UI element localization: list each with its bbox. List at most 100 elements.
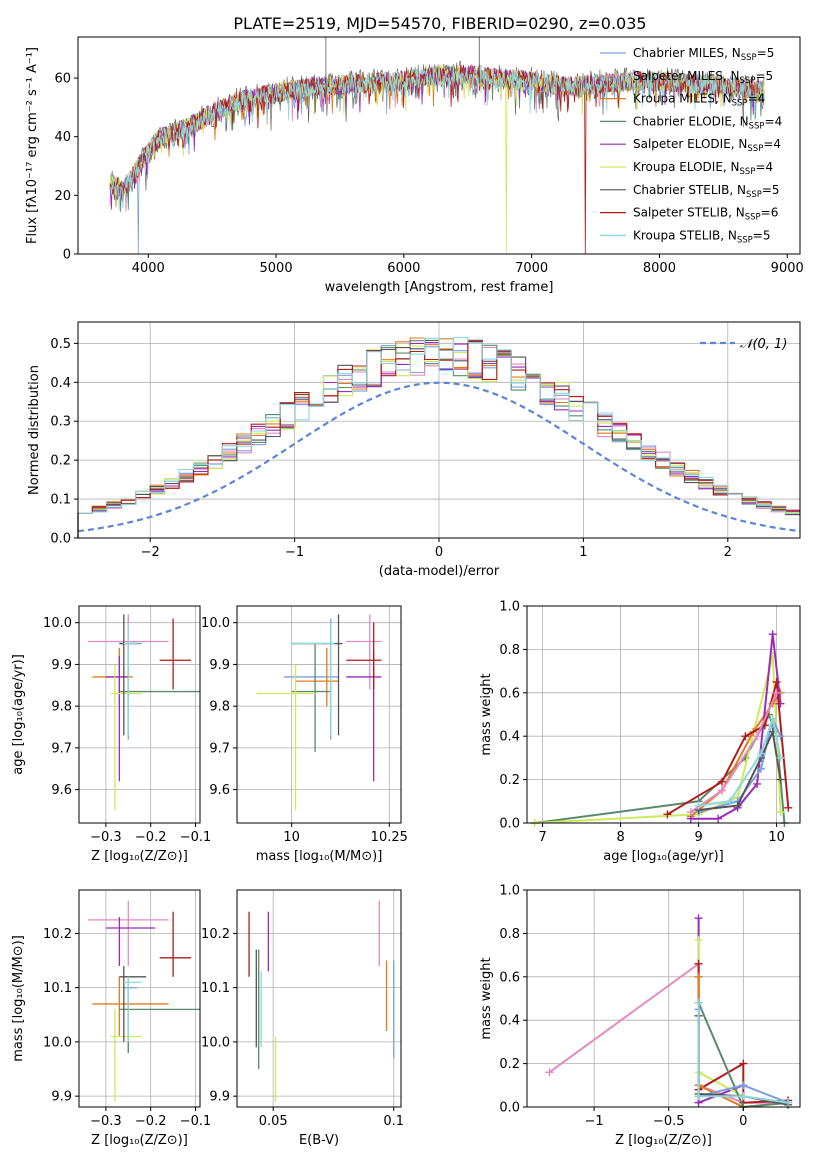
x-tick-label: 1 [579,545,587,560]
y-axis-label: Normed distribution [27,365,42,495]
legend-subscript: SSP [746,190,762,200]
legend-text: Kroupa MILES, N [633,92,732,106]
x-axis-label: E(B-V) [299,1133,339,1148]
weight-marker-kroupa_stelib [776,753,785,762]
panel-age_vs_Z: −0.3 −0.2 −0.1 9.6 9.7 9.8 9.9 10.0 Z [log₁₀(Z/Z… [11,605,212,864]
x-axis-label: mass [log₁₀(M/M⊙)] [256,849,383,864]
axes-frame [78,605,201,824]
legend-subscript: SSP [732,99,748,109]
weight-line-salpeter_elodie [690,634,782,820]
weight-line-chabrier_elodie [534,712,786,824]
legend-subscript: SSP [740,76,756,86]
legend-text: =4 [755,160,773,174]
axes-frame [77,36,801,255]
y-tick-label: 0.0 [50,532,71,547]
y-tick-label: 20 [54,189,71,204]
x-tick-label: −0.1 [180,1114,212,1129]
x-axis-label: Z [log₁₀(Z/Z⊙)] [91,1133,188,1148]
y-tick-label: 0.8 [499,927,520,942]
weight-marker-salpeter_elodie [714,814,723,823]
x-axis-label: (data-model)/error [379,564,500,579]
weight-marker-salpeter_stelib [741,732,750,741]
weight-marker-kroupa_elodie [776,808,785,817]
x-tick-label: 0 [739,1114,747,1129]
weight-marker-kroupa_stelib [725,797,734,806]
x-tick-label: 8000 [643,261,676,276]
legend-text: Kroupa ELODIE, N [633,160,740,174]
legend-subscript: SSP [741,53,757,63]
weight-marker-salpeter_stelib [718,777,726,786]
y-tick-label: 0.4 [499,730,520,745]
weight-line-salpeter_miles [690,692,778,813]
y-tick-label: 10.1 [43,981,72,996]
x-tick-label: 9000 [771,261,804,276]
axes-frame [526,889,801,1108]
y-tick-label: 0.8 [499,643,520,658]
plot-area [87,614,200,811]
y-axis-label: Flux [fλ10⁻¹⁷ erg cm⁻² s⁻¹ A⁻¹] [25,47,40,244]
panel-age_vs_mass: 10 10.25 9.6 9.7 9.8 9.9 10.0 mass [log₁₀(M/M⊙)… [201,605,408,864]
panel-mass_vs_Z: −0.3 −0.2 −0.1 9.9 10.0 10.1 10.2 Z [log₁₀(Z/Z⊙… [11,889,212,1148]
x-tick-label: −0.3 [90,1114,122,1129]
legend-text: =5 [753,228,771,242]
x-tick-label: 8 [616,830,624,845]
legend-subscript: SSP [749,121,765,131]
x-axis-label: age [log₁₀(age/yr)] [603,849,724,864]
axes-frame [77,321,801,539]
x-tick-label: −1 [285,545,304,560]
legend-text: Chabrier MILES, N [633,46,741,60]
y-tick-label: 0 [63,248,71,263]
weight-marker-kroupa_miles [694,972,703,981]
y-tick-label: 0.2 [50,454,71,469]
weight-marker-salpeter_stelib [772,677,781,686]
weight-marker-salpeter_elodie [768,630,777,639]
panel-residuals: −2 −1 0 1 2 0.0 0.1 0.2 0.3 0.4 0.5 (data-model)/er… [27,321,801,579]
y-tick-label: 10.2 [43,927,72,942]
y-tick-label: 9.7 [51,741,72,756]
x-tick-label: 10 [768,830,785,845]
y-tick-label: 10.1 [201,981,230,996]
weight-marker-chabrier_miles [739,1081,748,1090]
y-tick-label: 10.0 [201,1035,230,1050]
legend-entry: Salpeter STELIB, NSSP=6 [633,206,778,223]
weight-line-kroupa_stelib [697,1002,789,1104]
y-tick-label: 1.0 [499,600,520,615]
legend-text: Salpeter MILES, N [633,69,740,83]
panel-weight_vs_Z: −1 −0.5 0 0.0 0.2 0.4 0.6 0.8 1.0 Z [log₁₀(Z/Z⊙)]… [479,884,801,1148]
panel-spectrum: 4000 5000 6000 7000 8000 9000 0 20 40 60 wavelengt… [25,36,804,295]
legend-text: =5 [755,69,773,83]
y-tick-label: 10.0 [43,616,72,631]
weight-marker-salpeter_stelib [784,803,793,812]
weight-marker-kroupa_stelib [768,714,777,723]
plot-area [77,337,801,538]
y-axis-label: mass [log₁₀(M/M⊙)] [11,935,26,1062]
y-tick-label: 9.8 [209,700,230,715]
legend-text: Chabrier ELODIE, N [633,114,749,128]
legend-text: =4 [748,92,766,106]
spectrum-line-kroupa_stelib [109,65,765,211]
y-tick-label: 40 [54,130,71,145]
legend-text: Salpeter STELIB, N [633,206,745,220]
weight-marker-salpeter_miles [686,808,695,817]
weight-marker-salpeter_miles [753,732,762,741]
plot-area [248,900,395,1102]
axes-frame [236,889,402,1108]
legend-subscript: SSP [737,235,753,245]
x-tick-label: −0.1 [180,830,212,845]
legend-subscript: SSP [740,167,756,177]
y-tick-label: 9.9 [51,1090,72,1105]
x-tick-label: 7000 [515,261,548,276]
x-tick-label: −0.2 [135,1114,167,1129]
y-tick-label: 0.4 [50,376,71,391]
legend-entry: Chabrier STELIB, NSSP=5 [633,183,780,200]
legend-text: Chabrier STELIB, N [633,183,746,197]
weight-line-salpeter_stelib [666,681,790,816]
weight-marker-kroupa_stelib [784,1098,793,1107]
x-tick-label: 9 [694,830,702,845]
legend-entry: Salpeter MILES, NSSP=5 [633,69,773,86]
weight-marker-salpeter_stelib [694,959,703,968]
weight-marker-salpeter_elodie [694,914,703,923]
weight-marker-chabrier_miles [757,764,765,773]
weight-marker-kroupa_stelib [694,801,703,810]
legend-text: =4 [763,137,781,151]
